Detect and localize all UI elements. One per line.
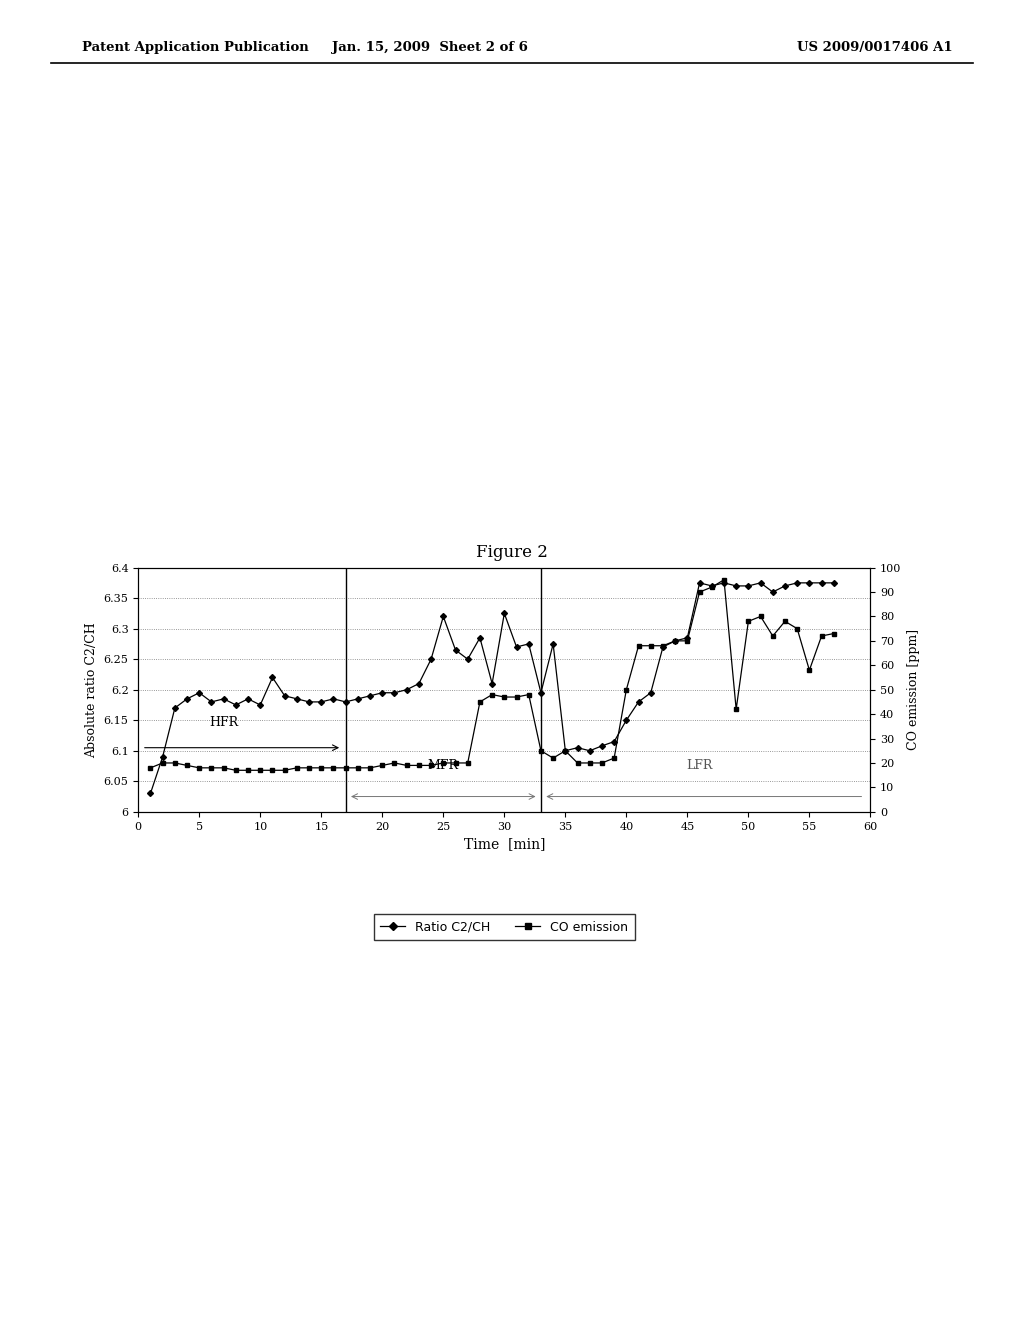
Ratio C2/CH [328, 690, 340, 706]
CO emission [633, 638, 645, 653]
Text: HFR: HFR [209, 717, 239, 730]
Text: US 2009/0017406 A1: US 2009/0017406 A1 [797, 41, 952, 54]
CO emission [229, 763, 242, 779]
Y-axis label: CO emission [ppm]: CO emission [ppm] [907, 630, 920, 750]
Ratio C2/CH [608, 734, 621, 750]
Text: MFR: MFR [428, 759, 459, 772]
Ratio C2/CH [181, 690, 194, 706]
Y-axis label: Absolute ratio C2/CH: Absolute ratio C2/CH [85, 622, 98, 758]
Text: Patent Application Publication: Patent Application Publication [82, 41, 308, 54]
CO emission [340, 760, 352, 776]
CO emission [181, 758, 194, 774]
CO emission [718, 572, 730, 587]
Ratio C2/CH [144, 785, 157, 801]
Legend: Ratio C2/CH, CO emission: Ratio C2/CH, CO emission [374, 915, 635, 940]
Line: CO emission: CO emission [148, 578, 836, 772]
Ratio C2/CH [693, 576, 706, 591]
Ratio C2/CH [827, 576, 840, 591]
CO emission [169, 755, 181, 771]
Text: Figure 2: Figure 2 [476, 544, 548, 561]
Ratio C2/CH [437, 609, 450, 624]
CO emission [827, 626, 840, 642]
Ratio C2/CH [621, 713, 633, 729]
CO emission [144, 760, 157, 776]
X-axis label: Time  [min]: Time [min] [464, 837, 545, 851]
Ratio C2/CH [169, 700, 181, 715]
Text: Jan. 15, 2009  Sheet 2 of 6: Jan. 15, 2009 Sheet 2 of 6 [332, 41, 528, 54]
CO emission [621, 681, 633, 697]
Line: Ratio C2/CH: Ratio C2/CH [148, 581, 836, 796]
Text: LFR: LFR [686, 759, 713, 772]
CO emission [450, 755, 462, 771]
